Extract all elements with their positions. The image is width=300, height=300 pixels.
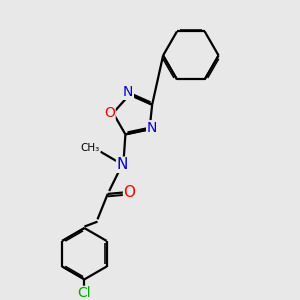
- Text: N: N: [123, 85, 133, 99]
- Text: CH₃: CH₃: [81, 143, 100, 153]
- Text: O: O: [104, 106, 115, 120]
- Text: N: N: [117, 157, 128, 172]
- Text: Cl: Cl: [78, 286, 91, 300]
- Text: O: O: [124, 185, 136, 200]
- Text: N: N: [147, 121, 157, 135]
